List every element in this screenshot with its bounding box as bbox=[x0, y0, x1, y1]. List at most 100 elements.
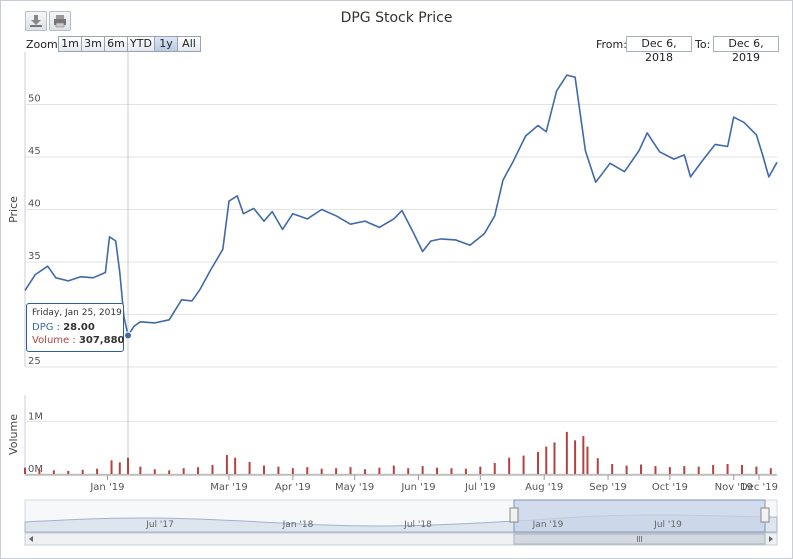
x-tick-label: Jan '19 bbox=[89, 482, 124, 493]
volume-bar bbox=[436, 467, 439, 474]
volume-bar bbox=[182, 468, 185, 474]
volume-bar bbox=[248, 461, 251, 474]
price-y-tick-label: 45 bbox=[28, 146, 41, 157]
volume-bar bbox=[640, 464, 643, 474]
volume-bar bbox=[586, 446, 589, 474]
volume-bar bbox=[712, 465, 715, 474]
volume-bar bbox=[234, 457, 237, 474]
navigator-tick-label: Jan '19 bbox=[532, 520, 564, 530]
volume-bar bbox=[349, 467, 352, 474]
volume-bar bbox=[38, 469, 41, 474]
volume-bar bbox=[740, 465, 743, 474]
volume-axis-title: Volume bbox=[7, 414, 20, 455]
volume-bar bbox=[118, 462, 121, 474]
navigator-left-handle[interactable] bbox=[509, 507, 519, 523]
navigator-tick-label: Jul '17 bbox=[145, 520, 174, 530]
price-y-tick-label: 50 bbox=[28, 94, 41, 105]
download-icon bbox=[30, 15, 42, 27]
x-tick-label: Dec '19 bbox=[740, 482, 778, 493]
navigator-tick-label: Jul '19 bbox=[653, 520, 682, 530]
zoom-label: Zoom bbox=[26, 38, 58, 51]
volume-bar bbox=[407, 468, 410, 474]
volume-bar bbox=[197, 467, 200, 474]
volume-bar bbox=[291, 468, 294, 474]
volume-bar bbox=[67, 470, 70, 474]
volume-bar bbox=[211, 465, 214, 474]
volume-bar bbox=[464, 468, 467, 474]
volume-bar bbox=[625, 465, 628, 474]
tooltip-price-label: DPG : bbox=[32, 322, 61, 333]
volume-bar bbox=[553, 442, 556, 474]
tooltip-date: Friday, Jan 25, 2019 bbox=[32, 308, 122, 318]
x-tick-label: Mar '19 bbox=[210, 482, 248, 493]
to-date-input[interactable]: Dec 6, 2019 bbox=[713, 36, 779, 64]
zoom-button-all[interactable]: All bbox=[177, 36, 201, 52]
x-tick-label: Jul '19 bbox=[464, 482, 496, 493]
scroll-left-arrow-icon[interactable] bbox=[29, 536, 33, 542]
volume-bar bbox=[139, 466, 142, 474]
volume-bar bbox=[24, 467, 26, 474]
volume-bar bbox=[450, 468, 453, 474]
chart-title: DPG Stock Price bbox=[340, 10, 453, 26]
from-date-input[interactable]: Dec 6, 2018 bbox=[626, 36, 692, 64]
price-y-tick-label: 35 bbox=[28, 251, 41, 262]
volume-bar bbox=[582, 436, 585, 474]
tooltip-volume-label: Volume : bbox=[32, 335, 76, 346]
scroll-right-arrow-icon[interactable] bbox=[769, 536, 773, 542]
from-label: From: bbox=[596, 38, 627, 51]
x-tick-label: Oct '19 bbox=[652, 482, 688, 493]
zoom-button-1y[interactable]: 1y bbox=[154, 36, 178, 52]
navigator-tick-label: Jan '18 bbox=[282, 520, 314, 530]
volume-bar bbox=[537, 451, 540, 474]
volume-bar bbox=[306, 467, 309, 474]
volume-bar bbox=[611, 463, 614, 474]
volume-bar bbox=[755, 466, 758, 474]
volume-bar bbox=[493, 462, 496, 474]
volume-bar bbox=[363, 469, 366, 474]
zoom-button-1m[interactable]: 1m bbox=[58, 36, 82, 52]
print-button[interactable] bbox=[49, 11, 71, 31]
volume-bar bbox=[421, 466, 424, 474]
volume-bar bbox=[81, 469, 84, 474]
x-tick-label: Sep '19 bbox=[589, 482, 627, 493]
download-button[interactable] bbox=[25, 11, 47, 31]
volume-bar bbox=[262, 465, 265, 474]
volume-bar bbox=[110, 460, 113, 474]
tooltip-price-value: 28.00 bbox=[63, 322, 95, 333]
volume-bar bbox=[392, 465, 395, 474]
x-tick-label: Apr '19 bbox=[275, 482, 311, 493]
volume-bar bbox=[508, 457, 511, 474]
price-point-marker[interactable] bbox=[124, 331, 133, 340]
x-tick-label: Nov '19 bbox=[715, 482, 753, 493]
x-tick-label: Jun '19 bbox=[400, 482, 435, 493]
price-y-tick-label: 40 bbox=[28, 199, 41, 210]
volume-bar bbox=[127, 457, 130, 474]
volume-bar bbox=[153, 469, 156, 474]
volume-bar bbox=[168, 470, 171, 474]
price-series-line bbox=[24, 74, 778, 337]
volume-bar bbox=[225, 455, 228, 474]
volume-bar bbox=[335, 468, 338, 474]
volume-bar bbox=[769, 468, 772, 474]
x-tick-label: May '19 bbox=[335, 482, 374, 493]
volume-bar bbox=[574, 440, 577, 474]
volume-bar bbox=[668, 467, 671, 474]
volume-bar bbox=[277, 466, 280, 474]
price-axis-title: Price bbox=[7, 196, 20, 223]
volume-bar bbox=[545, 446, 548, 474]
navigator-tick-label: Jul '18 bbox=[403, 520, 432, 530]
volume-y-tick-label: 1M bbox=[28, 411, 43, 422]
zoom-button-3m[interactable]: 3m bbox=[81, 36, 105, 52]
volume-bar bbox=[479, 466, 482, 474]
volume-bar bbox=[378, 467, 381, 474]
x-tick-label: Aug '19 bbox=[525, 482, 563, 493]
volume-bar bbox=[697, 466, 700, 474]
volume-bar bbox=[654, 466, 657, 474]
tooltip: Friday, Jan 25, 2019 DPG : 28.00 Volume … bbox=[26, 303, 124, 352]
to-label: To: bbox=[695, 38, 711, 51]
navigator-right-handle[interactable] bbox=[760, 507, 770, 523]
volume-bar bbox=[52, 470, 55, 474]
volume-bar bbox=[726, 463, 729, 474]
